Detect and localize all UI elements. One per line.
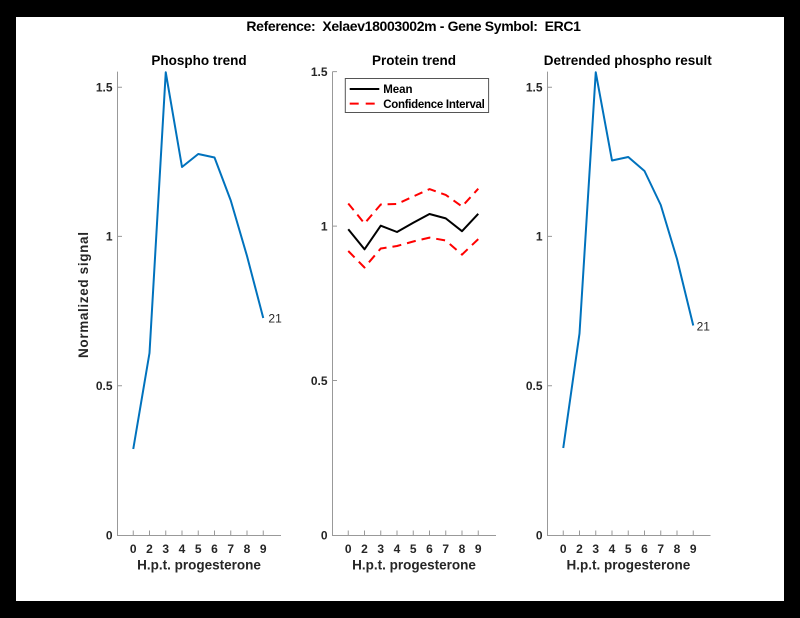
svg-text:5: 5 (625, 542, 632, 556)
svg-text:1: 1 (106, 230, 113, 244)
svg-text:H.p.t. progesterone: H.p.t. progesterone (137, 558, 261, 573)
svg-text:1.5: 1.5 (526, 81, 543, 95)
svg-text:2: 2 (361, 542, 368, 556)
svg-text:9: 9 (260, 542, 267, 556)
svg-text:1: 1 (536, 230, 543, 244)
svg-text:0: 0 (321, 528, 328, 542)
svg-text:3: 3 (592, 542, 599, 556)
svg-text:1.5: 1.5 (96, 81, 113, 95)
svg-text:6: 6 (426, 542, 433, 556)
svg-text:0: 0 (536, 528, 543, 542)
svg-text:0: 0 (130, 542, 137, 556)
svg-text:2: 2 (146, 542, 153, 556)
svg-text:5: 5 (410, 542, 417, 556)
svg-text:0: 0 (106, 528, 113, 542)
svg-text:5: 5 (195, 542, 202, 556)
svg-text:1.5: 1.5 (311, 65, 328, 79)
svg-text:21: 21 (697, 320, 711, 334)
svg-text:Confidence Interval: Confidence Interval (383, 99, 484, 111)
svg-text:21: 21 (268, 311, 282, 325)
svg-text:Protein trend: Protein trend (372, 53, 456, 68)
svg-text:Normalized signal: Normalized signal (76, 231, 91, 358)
svg-text:7: 7 (442, 542, 449, 556)
svg-text:4: 4 (609, 542, 616, 556)
svg-text:6: 6 (641, 542, 648, 556)
svg-text:8: 8 (459, 542, 466, 556)
svg-text:3: 3 (377, 542, 384, 556)
svg-text:0.5: 0.5 (526, 379, 543, 393)
svg-text:9: 9 (690, 542, 697, 556)
svg-text:H.p.t. progesterone: H.p.t. progesterone (567, 558, 691, 573)
svg-text:4: 4 (179, 542, 186, 556)
svg-text:4: 4 (394, 542, 401, 556)
svg-text:Mean: Mean (383, 84, 412, 96)
svg-text:0.5: 0.5 (311, 374, 328, 388)
svg-text:H.p.t. progesterone: H.p.t. progesterone (352, 558, 476, 573)
svg-text:2: 2 (576, 542, 583, 556)
svg-text:6: 6 (211, 542, 218, 556)
svg-text:0.5: 0.5 (96, 379, 113, 393)
svg-text:Detrended phospho result: Detrended phospho result (544, 53, 713, 68)
svg-text:0: 0 (345, 542, 352, 556)
svg-text:7: 7 (657, 542, 664, 556)
svg-text:1: 1 (321, 219, 328, 233)
svg-text:3: 3 (162, 542, 169, 556)
svg-text:9: 9 (475, 542, 482, 556)
svg-text:0: 0 (560, 542, 567, 556)
svg-text:Phospho trend: Phospho trend (151, 53, 246, 68)
svg-text:8: 8 (244, 542, 251, 556)
svg-text:7: 7 (227, 542, 234, 556)
svg-text:Reference: Xelaev18003002m -: Reference: Xelaev18003002m - Gene Symbol… (246, 18, 581, 34)
svg-text:8: 8 (674, 542, 681, 556)
